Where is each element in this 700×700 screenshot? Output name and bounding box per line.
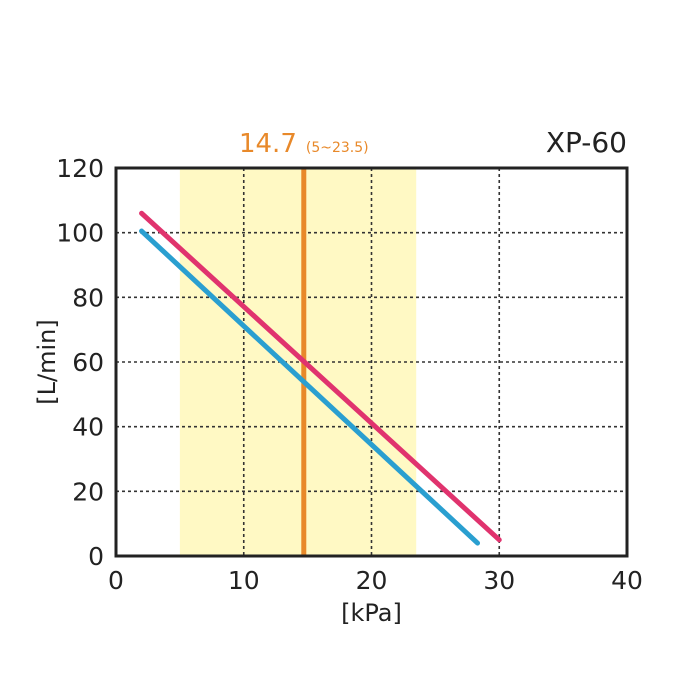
x-tick-label: 0: [108, 566, 124, 595]
series-line-1: [139, 210, 502, 543]
y-axis-title: [L/min]: [33, 319, 61, 404]
chart-title: XP-60: [546, 126, 627, 159]
series-line-2: [139, 228, 481, 546]
tick-labels: 0 10 20 30 40 0 20 40 60 80 100 120: [56, 154, 643, 595]
plot-frame: [114, 166, 629, 558]
x-tick-label: 20: [356, 566, 388, 595]
x-tick-label: 40: [611, 566, 643, 595]
y-tick-label: 20: [72, 477, 104, 506]
x-axis-title: [kPa]: [341, 599, 402, 627]
y-tick-label: 100: [56, 219, 104, 248]
y-tick-label: 0: [88, 542, 104, 571]
operating-point-range: (5~23.5): [306, 140, 369, 156]
y-tick-label: 120: [56, 154, 104, 183]
series-layer: [139, 210, 502, 546]
grid: [116, 168, 627, 556]
y-tick-label: 60: [72, 348, 104, 377]
x-tick-label: 30: [483, 566, 515, 595]
y-tick-label: 80: [72, 283, 104, 312]
operating-point-value: 14.7: [239, 129, 297, 159]
operating-point-label: 14.7 (5~23.5): [239, 129, 369, 159]
x-tick-label: 10: [228, 566, 260, 595]
y-tick-label: 40: [72, 413, 104, 442]
